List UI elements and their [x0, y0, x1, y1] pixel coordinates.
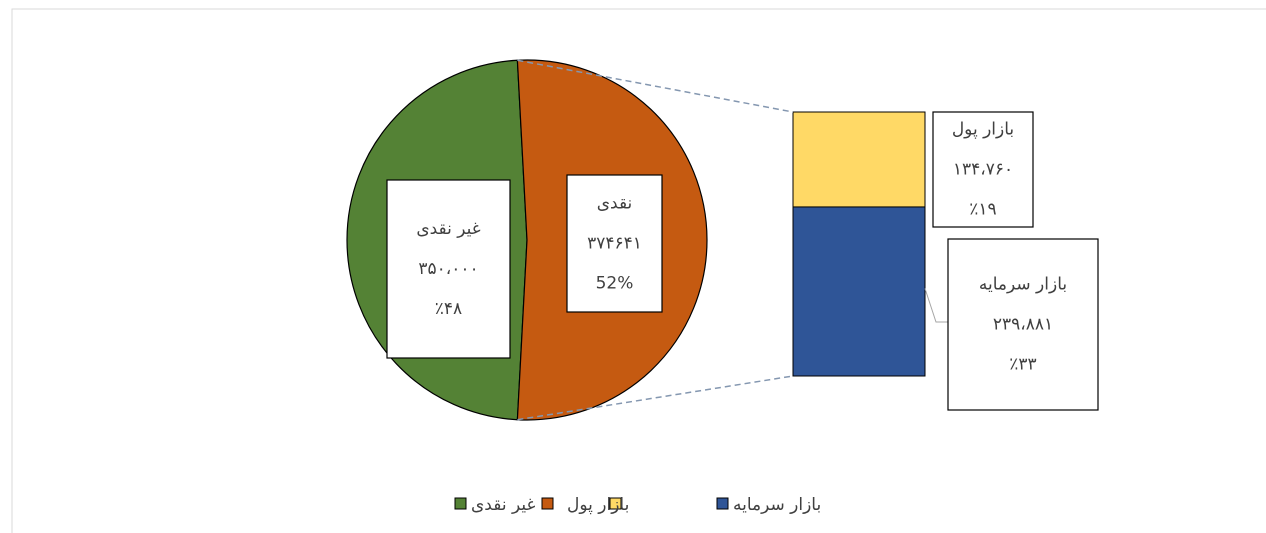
segment-label-box	[947, 238, 1099, 411]
segment-label-percent-label: ٪۳۳	[1009, 355, 1036, 375]
slice-label-box	[566, 174, 663, 313]
segment-label-percent-label: ٪۱۹	[969, 200, 996, 220]
bar-segment	[792, 111, 926, 208]
leader-line	[924, 288, 948, 323]
legend-marker	[454, 497, 467, 510]
segment-label-value-label: ۱۳۴،۷۶۰	[953, 160, 1013, 180]
legend-marker	[541, 497, 554, 510]
chart-frame	[11, 8, 1266, 533]
slice-label-box	[386, 179, 511, 359]
legend-label: غیر نقدی	[471, 495, 535, 515]
slice-label-value-label: ۳۵۰،۰۰۰	[418, 259, 478, 279]
slice-label-percent-label: 52%	[596, 274, 634, 294]
bar-segment	[792, 206, 926, 377]
connector	[517, 59, 794, 113]
connector	[517, 375, 794, 421]
slice-label-value-label: ۳۷۴۶۴۱	[587, 234, 642, 254]
legend-label: بازار پول	[567, 495, 629, 515]
slice-label-name: غیر نقدی	[416, 219, 480, 239]
segment-label-name: بازار سرمایه	[979, 275, 1067, 295]
segment-label-name: بازار پول	[952, 120, 1014, 140]
slice-label-percent-label: ٪۴۸	[435, 299, 462, 319]
legend-marker	[609, 497, 622, 510]
legend-marker	[716, 497, 729, 510]
legend-label: بازار سرمایه	[733, 495, 821, 515]
segment-label-box	[932, 111, 1034, 228]
slice-label-name: نقدی	[597, 194, 633, 214]
segment-label-value-label: ۲۳۹،۸۸۱	[993, 315, 1053, 335]
